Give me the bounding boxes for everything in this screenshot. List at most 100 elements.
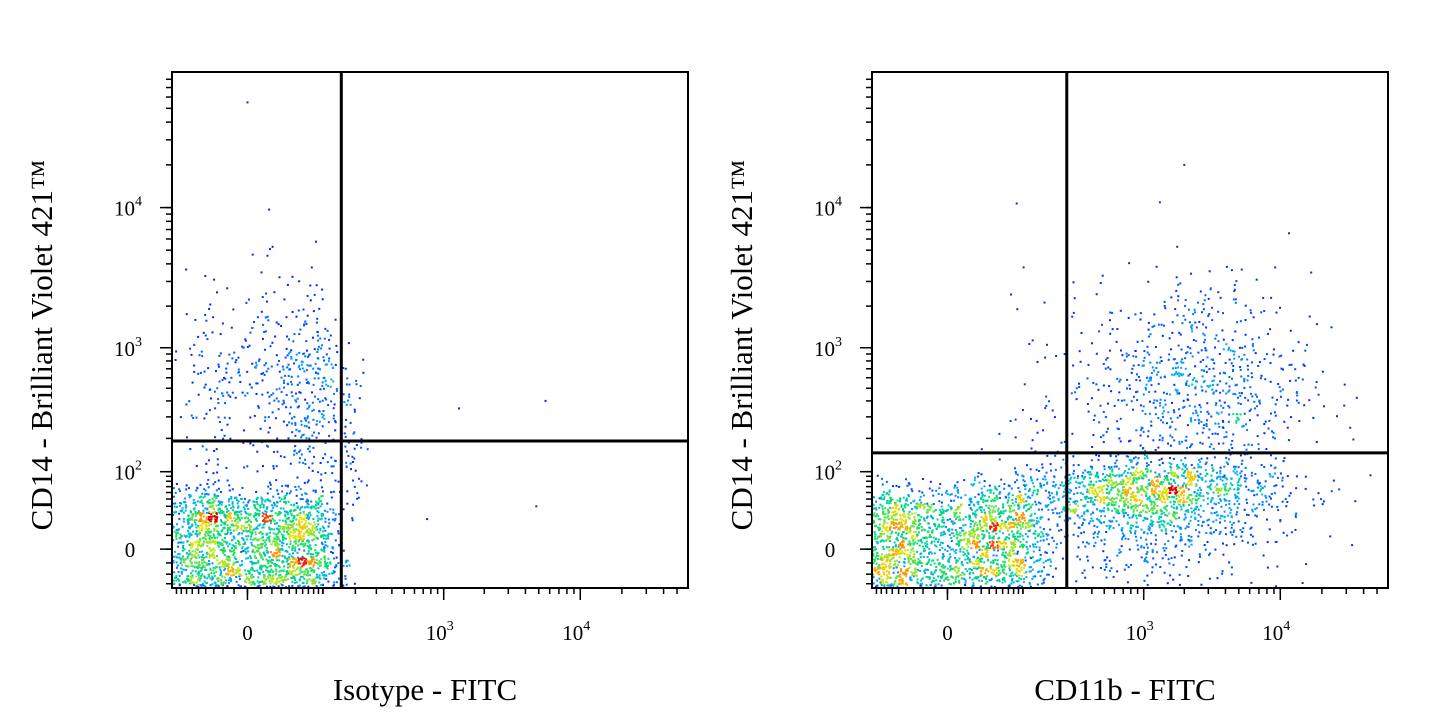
event-dot	[993, 536, 995, 538]
event-dot	[297, 536, 299, 538]
event-dot	[1127, 501, 1129, 503]
event-dot	[184, 535, 186, 537]
event-dot	[245, 529, 247, 531]
event-dot	[316, 372, 318, 374]
event-dot	[291, 417, 293, 419]
event-dot	[1021, 575, 1023, 577]
event-dot	[213, 450, 215, 452]
event-dot	[313, 456, 315, 458]
event-dot	[998, 570, 1000, 572]
event-dot	[306, 402, 308, 404]
event-dot	[208, 502, 210, 504]
event-dot	[1119, 549, 1121, 551]
event-dot	[330, 335, 332, 337]
event-dot	[348, 342, 350, 344]
event-dot	[223, 527, 225, 529]
event-dot	[928, 548, 930, 550]
event-dot	[182, 507, 184, 509]
event-dot	[1031, 514, 1033, 516]
event-dot	[314, 348, 316, 350]
event-dot	[247, 517, 249, 519]
event-dot	[1158, 524, 1160, 526]
event-dot	[921, 529, 923, 531]
event-dot	[303, 533, 305, 535]
event-dot	[1172, 536, 1174, 538]
event-dot	[273, 291, 275, 293]
event-dot	[918, 540, 920, 542]
event-dot	[299, 509, 301, 511]
event-dot	[294, 531, 296, 533]
event-dot	[913, 544, 915, 546]
event-dot	[923, 517, 925, 519]
event-dot	[981, 488, 983, 490]
event-dot	[934, 572, 936, 574]
event-dot	[327, 385, 329, 387]
event-dot	[967, 546, 969, 548]
event-dot	[279, 500, 281, 502]
event-dot	[892, 507, 894, 509]
event-dot	[228, 579, 230, 581]
event-dot	[241, 346, 243, 348]
event-dot	[288, 527, 290, 529]
event-dot	[960, 497, 962, 499]
event-dot	[299, 457, 301, 459]
event-dot	[986, 575, 988, 577]
event-dot	[909, 578, 911, 580]
event-dot	[941, 571, 943, 573]
event-dot	[320, 558, 322, 560]
event-dot	[957, 489, 959, 491]
event-dot	[906, 529, 908, 531]
event-dot	[955, 566, 957, 568]
event-dot	[346, 490, 348, 492]
event-dot	[183, 542, 185, 544]
event-dot	[345, 426, 347, 428]
event-dot	[306, 499, 308, 501]
event-dot	[270, 577, 272, 579]
event-dot	[1023, 581, 1025, 583]
event-dot	[254, 538, 256, 540]
event-dot	[919, 562, 921, 564]
event-dot	[908, 514, 910, 516]
event-dot	[194, 562, 196, 564]
event-dot	[206, 552, 208, 554]
event-dot	[222, 582, 224, 584]
event-dot	[881, 530, 883, 532]
event-dot	[298, 280, 300, 282]
event-dot	[201, 493, 203, 495]
event-dot	[283, 369, 285, 371]
event-dot	[282, 561, 284, 563]
event-dot	[174, 531, 176, 533]
event-dot	[202, 564, 204, 566]
event-dot	[208, 575, 210, 577]
event-dot	[272, 578, 274, 580]
event-dot	[963, 535, 965, 537]
event-dot	[904, 523, 906, 525]
event-dot	[937, 541, 939, 543]
event-dot	[1016, 526, 1018, 528]
event-dot	[922, 537, 924, 539]
event-dot	[307, 481, 309, 483]
event-dot	[228, 381, 230, 383]
event-dot	[930, 551, 932, 553]
event-dot	[297, 506, 299, 508]
event-dot	[180, 562, 182, 564]
event-dot	[312, 525, 314, 527]
event-dot	[213, 508, 215, 510]
event-dot	[280, 570, 282, 572]
event-dot	[223, 552, 225, 554]
event-dot	[879, 582, 881, 584]
event-dot	[285, 357, 287, 359]
event-dot	[993, 549, 995, 551]
event-dot	[963, 539, 965, 541]
event-dot	[895, 545, 897, 547]
event-dot	[1320, 498, 1322, 500]
event-dot	[224, 522, 226, 524]
event-dot	[933, 523, 935, 525]
event-dot	[307, 315, 309, 317]
event-dot	[282, 581, 284, 583]
event-dot	[333, 415, 335, 417]
event-dot	[352, 480, 354, 482]
event-dot	[273, 451, 275, 453]
event-dot	[1019, 491, 1021, 493]
event-dot	[321, 344, 323, 346]
